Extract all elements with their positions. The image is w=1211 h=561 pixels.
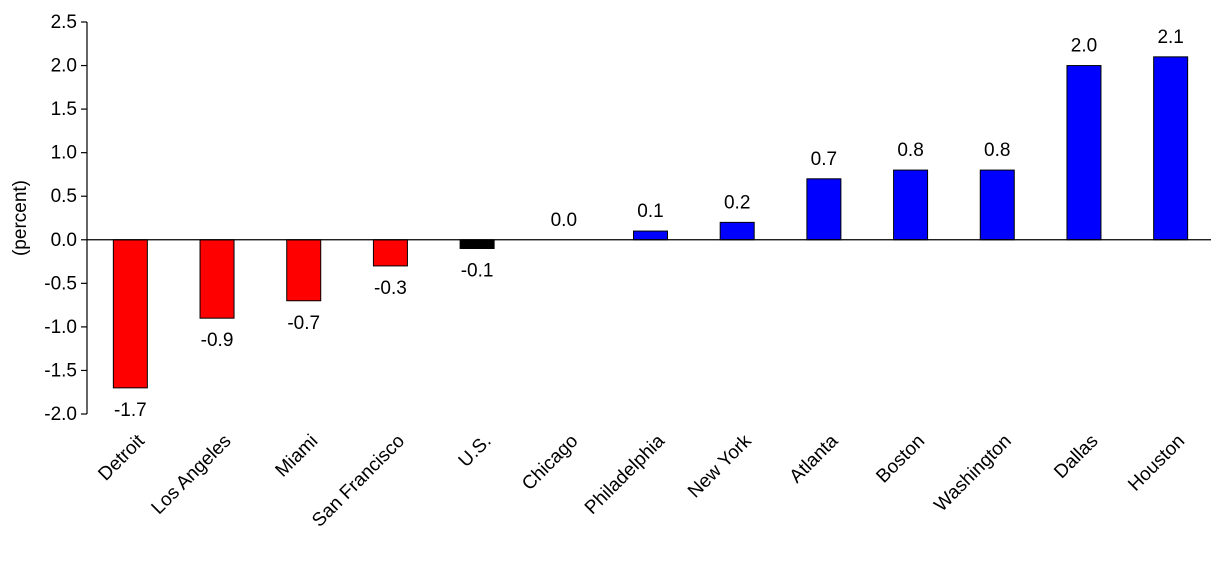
y-tick-label: -1.0 — [44, 317, 77, 338]
category-label: U.S. — [455, 431, 496, 472]
category-label: Washington — [930, 431, 1015, 516]
category-label: Atlanta — [786, 430, 843, 487]
data-labels: -1.7 -0.9 -0.7 -0.3 -0.1 0.0 0.1 0.2 0.7 0.8 0.8 2.… — [114, 27, 1184, 421]
data-label: 0.8 — [897, 140, 923, 161]
y-tick-label: 2.5 — [51, 12, 77, 33]
data-label: 2.0 — [1071, 36, 1097, 57]
bar-washington — [979, 169, 1015, 241]
bar-los-angeles — [199, 239, 235, 319]
data-label: 0.2 — [724, 192, 750, 213]
category-label: Houston — [1124, 431, 1189, 496]
y-tick-label: -2.0 — [44, 404, 77, 425]
bar-u-s- — [459, 239, 495, 249]
data-label: -0.1 — [461, 260, 494, 281]
data-label: -0.3 — [374, 278, 407, 299]
y-tick-label: -1.5 — [44, 360, 77, 381]
category-label: Los Angeles — [148, 431, 236, 519]
bar-dallas — [1066, 65, 1102, 241]
y-tick-label: 0.0 — [51, 230, 77, 251]
bar-san-francisco — [372, 239, 408, 267]
category-label: Chicago — [518, 431, 582, 495]
category-label: New York — [684, 430, 756, 502]
bar-new-york — [719, 221, 755, 241]
y-tick-label: 1.0 — [51, 143, 77, 164]
category-label: Detroit — [94, 430, 149, 485]
bars — [112, 56, 1189, 389]
data-label: 2.1 — [1157, 27, 1183, 48]
data-label: 0.7 — [811, 149, 837, 170]
category-label: Dallas — [1050, 431, 1102, 483]
data-label: 0.0 — [551, 210, 577, 231]
bar-detroit — [112, 239, 148, 389]
data-label: -1.7 — [114, 400, 147, 421]
y-axis: -2.0 -1.5 -1.0 -0.5 0.0 0.5 1.0 1.5 2.0 2.5 — [44, 12, 88, 425]
bar-boston — [893, 169, 929, 241]
y-tick-label: 0.5 — [51, 186, 77, 207]
data-label: -0.7 — [287, 313, 320, 334]
bar-houston — [1153, 56, 1189, 241]
y-tick-label: -0.5 — [44, 273, 77, 294]
data-label: -0.9 — [201, 330, 234, 351]
data-label: 0.1 — [637, 201, 663, 222]
y-tick-label: 2.0 — [51, 56, 77, 77]
category-label: Miami — [272, 431, 323, 482]
category-label: San Francisco — [308, 431, 409, 532]
data-label: 0.8 — [984, 140, 1010, 161]
bar-atlanta — [806, 178, 842, 241]
category-label: Boston — [872, 431, 929, 488]
y-axis-title: (percent) — [10, 180, 31, 256]
category-label: Philadelphia — [581, 430, 669, 518]
bar-philadelphia — [633, 230, 668, 241]
bar-miami — [286, 239, 322, 302]
y-tick-label: 1.5 — [51, 99, 77, 120]
